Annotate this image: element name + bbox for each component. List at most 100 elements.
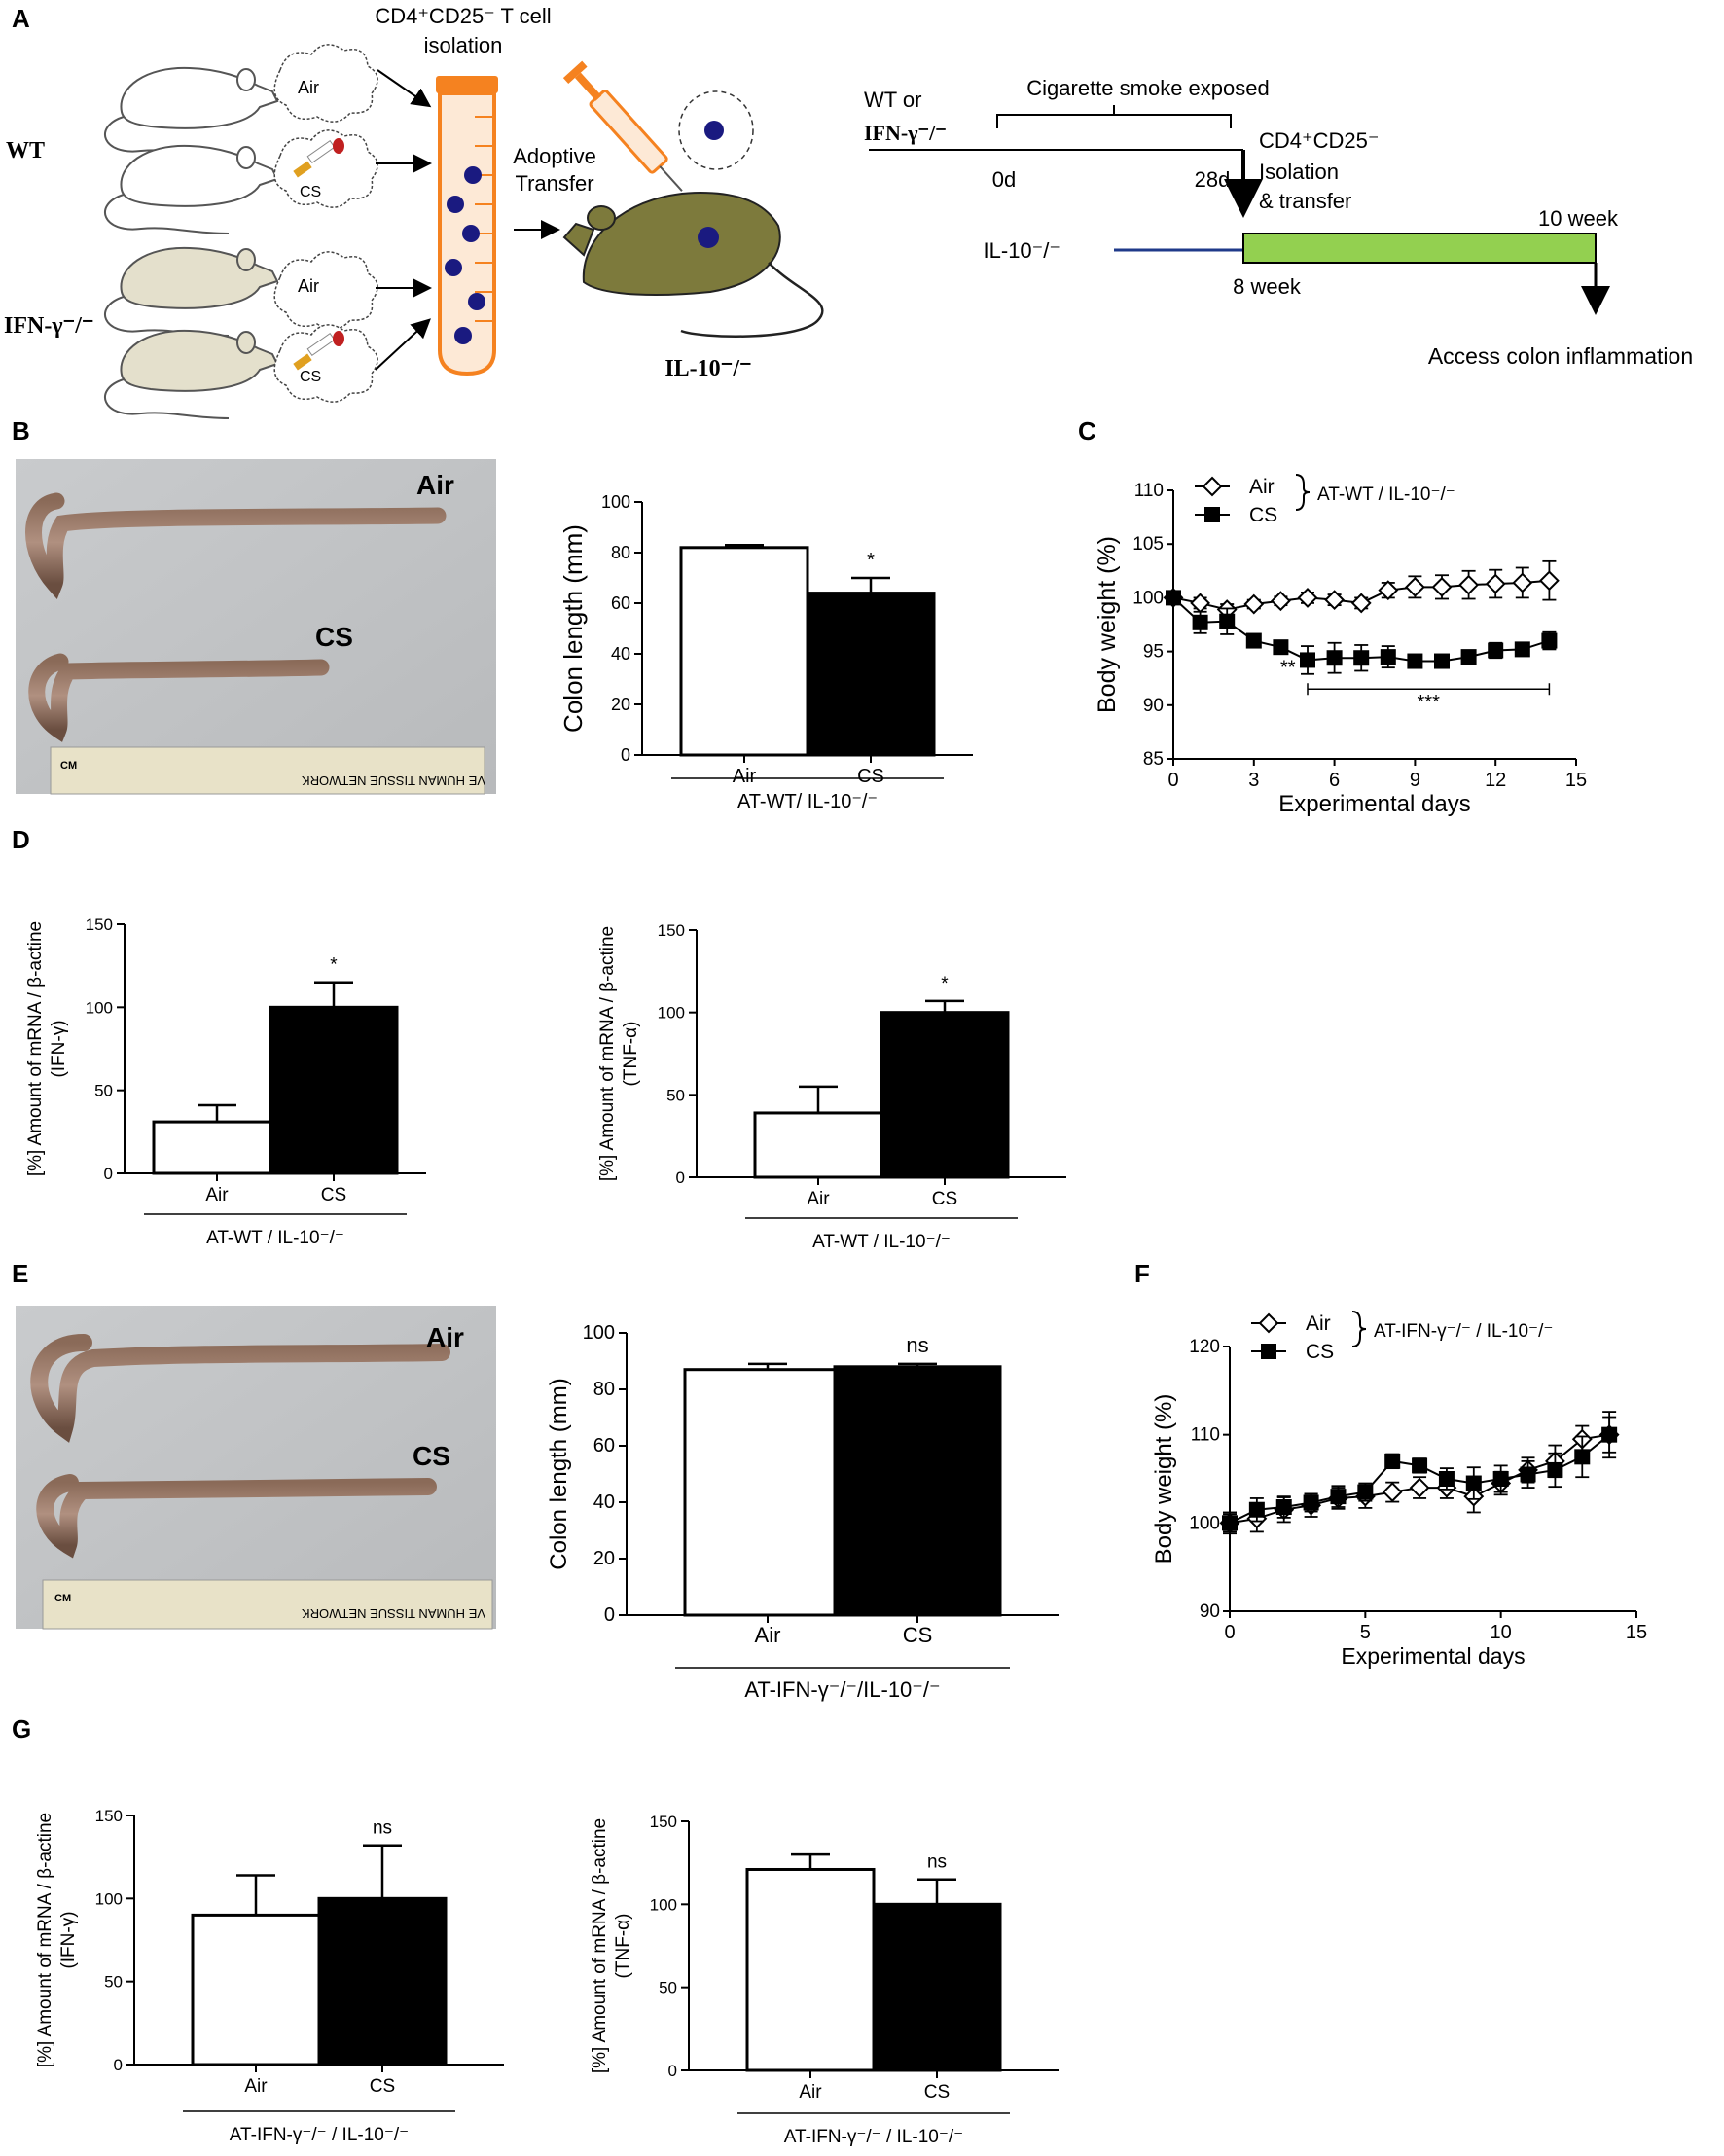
point-cs [1357, 1484, 1374, 1500]
point-cs [1330, 1489, 1347, 1505]
legend-brace [1295, 474, 1311, 511]
y-axis-label-sub: (TNF-α) [621, 1022, 641, 1087]
x-tick-label: CS [932, 1189, 957, 1209]
isolation-title-line1: CD4⁺CD25⁻ T cell [375, 4, 551, 28]
bar-cs [872, 1902, 1002, 2072]
x-tick-label: Air [755, 1623, 781, 1647]
panel-letter-c: C [1078, 416, 1096, 446]
panel-letter-f: F [1134, 1259, 1150, 1288]
syringe-icon [562, 60, 683, 192]
bar-cs [833, 1365, 1002, 1617]
significance-label: * [941, 974, 949, 994]
point-air [1404, 576, 1425, 597]
significance-label: ns [927, 1852, 947, 1873]
y-tick-label: 90 [1143, 696, 1164, 716]
point-cs [1574, 1449, 1591, 1465]
chart-d-tnf-mrna: 0 50 100 150 Air CS * AT-WT / IL-10⁻/⁻ [%] Amoun… [597, 921, 1066, 1252]
arrow-wt-air [377, 69, 432, 108]
chart-g-tnf-mrna: 0 50 100 150 Air CS ns AT-IFN-γ⁻/⁻ / IL-10⁻/⁻ [%… [590, 1813, 1059, 2147]
point-air [1431, 576, 1453, 597]
x-tick-label: 15 [1565, 770, 1587, 791]
timeline-isolation-line3: & transfer [1259, 189, 1351, 213]
panel-letter-a: A [12, 4, 30, 33]
x-axis-label: Experimental days [1341, 1643, 1525, 1669]
y-tick-label: 100 [583, 1322, 615, 1344]
timeline-donor-line1: WT or [864, 88, 921, 112]
ruler-b-text: VE HUMAN TISSUE NETWORK [302, 773, 485, 788]
y-tick-label: 100 [658, 1004, 685, 1023]
group-label: AT-WT / IL-10⁻/⁻ [812, 1232, 951, 1252]
cloud-air-icon-2: Air [273, 251, 378, 330]
bar-cs [269, 1005, 399, 1175]
y-tick-label: 0 [676, 1168, 685, 1187]
timeline-day0: 0d [992, 167, 1016, 192]
point-cs [1326, 650, 1343, 666]
y-tick-label: 100 [1132, 588, 1164, 608]
point-cs [1438, 1471, 1455, 1487]
point-cs [1407, 653, 1423, 669]
ruler-b-cm: CM [60, 760, 77, 772]
legend-group-label: AT-IFN-γ⁻/⁻ / IL-10⁻/⁻ [1374, 1321, 1553, 1342]
point-air [1350, 593, 1372, 614]
point-cs [1514, 641, 1530, 658]
timeline-outcome: Access colon inflammation [1428, 343, 1693, 369]
significance-label: ns [906, 1333, 928, 1357]
bar-air [679, 546, 809, 757]
photo-e-label-air: Air [426, 1322, 464, 1352]
panel-letter-e: E [12, 1259, 28, 1288]
colon-air-e [30, 1334, 450, 1443]
chart-b-colon-length: 0 20 40 60 80 100 Air CS * AT-WT/ IL-10⁻/⁻ Colon l… [558, 492, 973, 812]
group-ifn-label: IFN-γ⁻/⁻ [4, 313, 94, 339]
x-tick-label: CS [924, 2082, 950, 2102]
ruler-b [50, 746, 485, 795]
legend-marker-air [1258, 1312, 1279, 1334]
y-tick-label: 50 [666, 1086, 685, 1104]
point-cs [1384, 1453, 1401, 1469]
point-cs [1166, 590, 1181, 606]
photo-b: Air CS CM VE HUMAN TISSUE NETWORK [16, 459, 496, 795]
timeline-week8: 8 week [1233, 274, 1302, 299]
y-tick-label: 50 [659, 1979, 677, 1997]
point-cs [1245, 632, 1262, 649]
panel-letter-d: D [12, 825, 30, 854]
y-tick-label: 50 [104, 1973, 123, 1992]
bar-air [152, 1120, 282, 1175]
point-cs [1520, 1466, 1536, 1483]
y-axis-label-sub: (IFN-γ) [58, 1911, 79, 1968]
y-tick-label: 95 [1143, 642, 1164, 663]
point-cs [1465, 1475, 1482, 1491]
legend-marker-air [1202, 476, 1223, 497]
cloud-air-icon: Air [273, 44, 378, 123]
adoptive-transfer-line2: Transfer [515, 171, 593, 196]
x-tick-label: 12 [1485, 770, 1506, 791]
timeline-recipient-label: IL-10⁻/⁻ [984, 238, 1060, 263]
x-tick-label: 5 [1360, 1622, 1371, 1643]
point-air [1485, 573, 1506, 594]
y-tick-label: 110 [1134, 481, 1164, 501]
photo-b-label-cs: CS [315, 622, 353, 652]
x-tick-label: Air [733, 766, 757, 787]
point-cs [1273, 639, 1289, 656]
timeline-week10: 10 week [1538, 206, 1619, 231]
point-cs [1488, 642, 1504, 659]
ruler-e-cm: CM [54, 1593, 71, 1604]
y-tick-label: 90 [1200, 1601, 1220, 1622]
point-air [1458, 574, 1480, 595]
bar-cs [806, 592, 936, 757]
ruler-e-text: VE HUMAN TISSUE NETWORK [302, 1606, 485, 1621]
photo-b-label-air: Air [416, 470, 454, 500]
legend-label: CS [1306, 1341, 1334, 1363]
y-tick-label: 40 [593, 1491, 615, 1513]
y-axis-label-sub: (IFN-γ) [49, 1020, 69, 1077]
timeline-exposure-label: Cigarette smoke exposed [1026, 76, 1269, 100]
point-cs [1275, 1499, 1292, 1516]
y-tick-label: 150 [650, 1813, 677, 1831]
y-tick-label: 150 [658, 921, 685, 940]
isolation-title-line2: isolation [424, 33, 503, 57]
y-tick-label: 85 [1143, 749, 1164, 770]
significance-label: ** [1280, 657, 1296, 678]
y-tick-label: 60 [593, 1435, 615, 1456]
y-tick-label: 100 [95, 1889, 123, 1908]
timeline-donor-line2: IFN-γ⁻/⁻ [864, 121, 947, 145]
y-tick-label: 40 [611, 644, 630, 664]
